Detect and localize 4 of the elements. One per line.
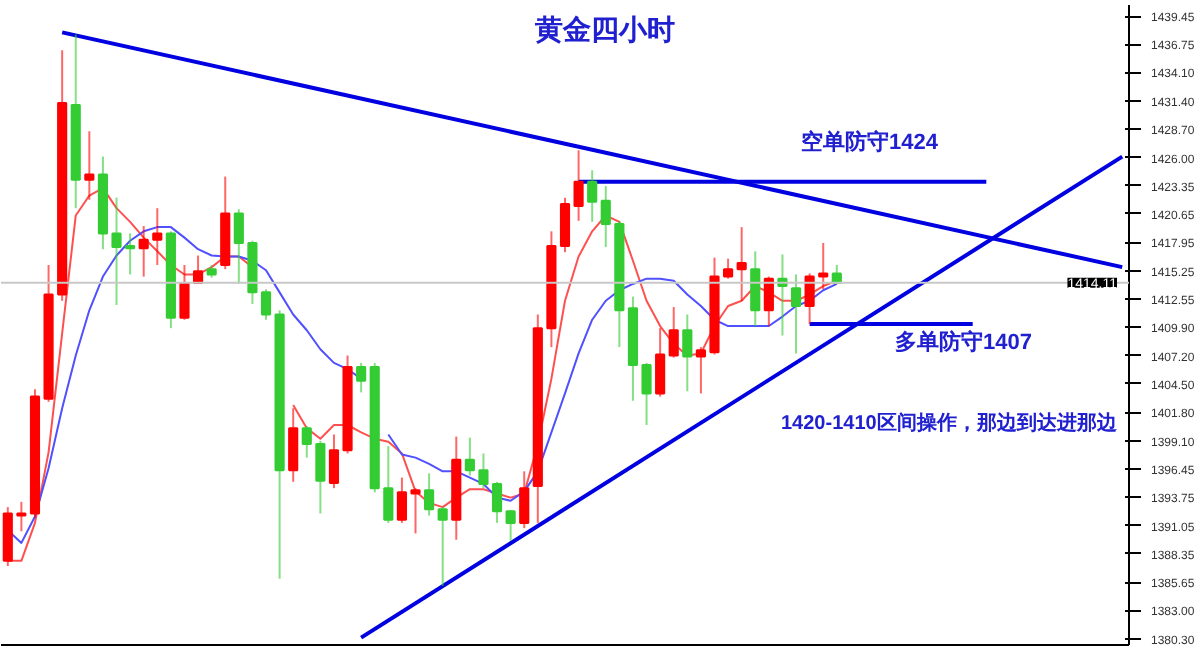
chart-title: 黄金四小时 — [533, 13, 675, 45]
annotation: 1420-1410区间操作，那边到达进那边 — [781, 411, 1119, 435]
annotation: 多单防守1407 — [895, 329, 1032, 355]
annotation: 空单防守1424 — [801, 129, 940, 155]
